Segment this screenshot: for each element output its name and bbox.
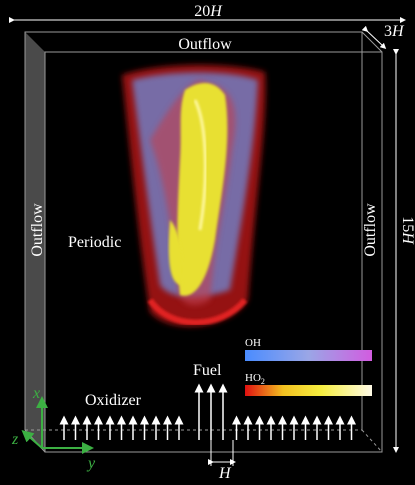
oh-colorbar — [245, 350, 372, 361]
oxidizer-label: Oxidizer — [85, 392, 142, 409]
depth-label: 3H — [384, 23, 405, 40]
depth-number: 3 — [384, 23, 392, 40]
x-axis-label: x — [32, 385, 40, 402]
ho2-text: HO — [245, 372, 261, 384]
jet-width-label: H — [218, 465, 232, 482]
figure: 20H 3H 15H Outflow Outflow Outflow Perio… — [0, 0, 415, 485]
width-number: 20 — [194, 3, 210, 20]
height-unit: H — [399, 231, 415, 245]
width-label: 20H — [194, 3, 223, 20]
ho2-colorbar — [245, 385, 372, 396]
fuel-label: Fuel — [193, 362, 222, 379]
right-boundary: Outflow — [362, 203, 379, 257]
y-axis-label: y — [86, 455, 96, 472]
width-unit: H — [209, 3, 223, 20]
left-boundary: Outflow — [29, 203, 46, 257]
depth-unit: H — [391, 23, 405, 40]
side-boundary: Periodic — [68, 234, 121, 251]
oh-label: OH — [245, 337, 261, 349]
ho2-subscript: 2 — [261, 377, 265, 386]
height-number: 15 — [399, 216, 415, 232]
height-label: 15H — [399, 216, 415, 245]
top-boundary: Outflow — [178, 36, 232, 53]
z-axis-label: z — [11, 431, 19, 448]
